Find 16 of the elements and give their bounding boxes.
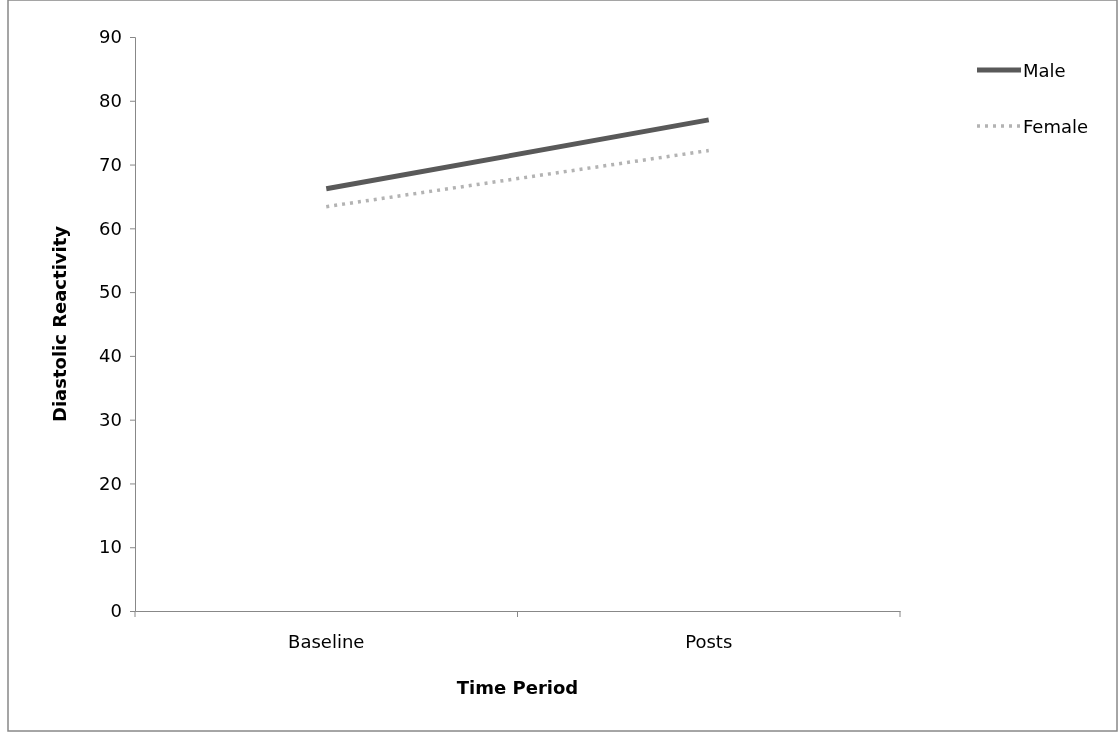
y-tick-label: 50 — [99, 281, 122, 303]
y-tick-label: 80 — [99, 90, 122, 112]
y-tick-label: 20 — [99, 472, 122, 494]
y-tick-label: 70 — [99, 153, 122, 175]
y-tick-label: 30 — [99, 408, 122, 430]
y-tick-label: 90 — [99, 26, 122, 48]
x-axis-title: Time Period — [456, 677, 579, 698]
y-tick-label: 10 — [99, 536, 122, 558]
y-tick-label: 60 — [99, 217, 122, 239]
x-tick-label: Baseline — [288, 630, 365, 652]
y-tick-label: 0 — [110, 600, 122, 622]
legend-label: Male — [1023, 60, 1066, 81]
legend-label: Female — [1023, 116, 1089, 137]
x-tick-label: Posts — [685, 630, 733, 652]
y-axis-title: Diastolic Reactivity — [49, 225, 70, 423]
y-tick-label: 40 — [99, 345, 122, 367]
